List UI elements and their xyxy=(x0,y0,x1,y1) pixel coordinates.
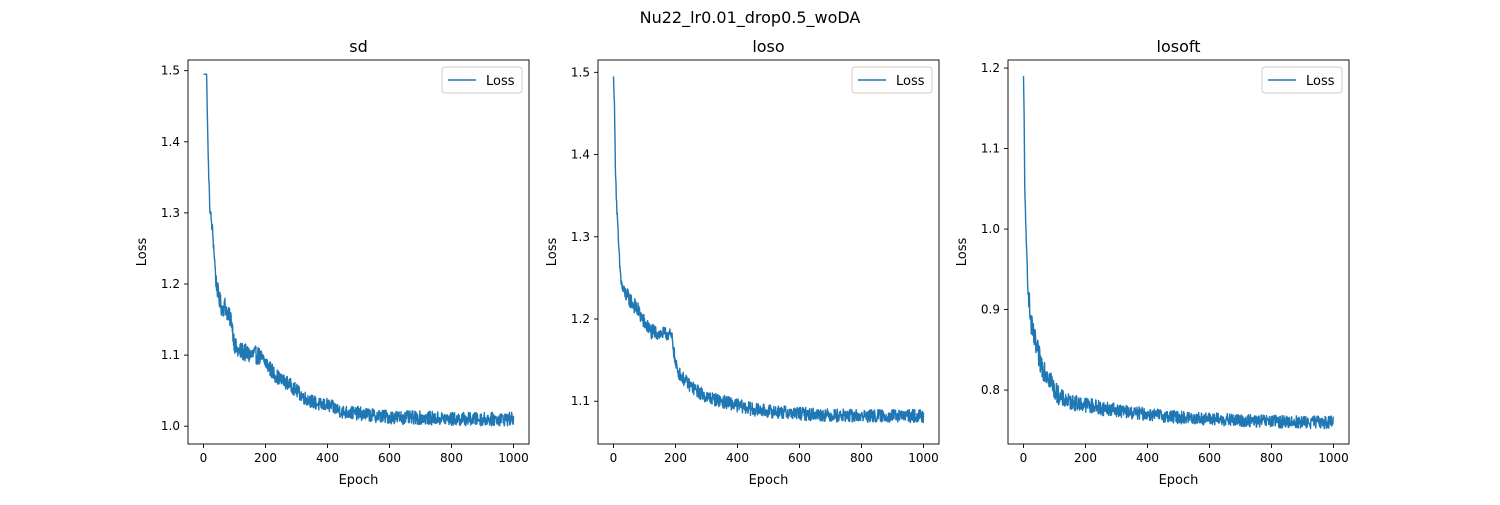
y-axis-label: Loss xyxy=(545,238,560,267)
x-tick-label: 200 xyxy=(1074,451,1097,465)
legend: Loss xyxy=(1261,66,1343,94)
legend-box xyxy=(851,66,933,94)
figure-suptitle: Nu22_lr0.01_drop0.5_woDA xyxy=(640,8,861,28)
x-tick-label: 800 xyxy=(850,451,873,465)
y-tick-label: 1.2 xyxy=(571,312,590,326)
axes-title: sd xyxy=(349,37,368,56)
y-tick-label: 1.2 xyxy=(981,61,1000,75)
y-tick-label: 1.5 xyxy=(161,64,180,78)
series-line-loss xyxy=(203,73,515,427)
x-axis-label: Epoch xyxy=(339,473,379,488)
axes-frame xyxy=(597,59,940,445)
y-tick-label: 1.5 xyxy=(571,65,590,79)
axes-3: losoft 0 200 400 600 800 1000 0.8 0.9 1.0 1.1 1.2 Ep… xyxy=(955,37,1350,488)
axes-frame xyxy=(1007,59,1350,445)
x-tick-label: 600 xyxy=(1198,451,1221,465)
x-tick-label: 400 xyxy=(1136,451,1159,465)
y-tick-label: 1.1 xyxy=(571,394,590,408)
x-axis-label: Epoch xyxy=(749,473,789,488)
x-tick-label: 0 xyxy=(200,451,208,465)
x-axis-label: Epoch xyxy=(1159,473,1199,488)
x-tick-label: 600 xyxy=(378,451,401,465)
y-tick-label: 1.1 xyxy=(981,142,1000,156)
y-tick-label: 1.0 xyxy=(981,222,1000,236)
x-tick-label: 400 xyxy=(316,451,339,465)
axes-title: loso xyxy=(752,37,784,56)
y-tick-label: 0.9 xyxy=(981,303,1000,317)
x-tick-label: 200 xyxy=(254,451,277,465)
x-tick-label: 200 xyxy=(664,451,687,465)
x-tick-label: 0 xyxy=(1020,451,1028,465)
x-tick-label: 800 xyxy=(1260,451,1283,465)
y-tick-label: 1.1 xyxy=(161,348,180,362)
x-tick-label: 1000 xyxy=(908,451,939,465)
y-tick-label: 1.4 xyxy=(161,135,180,149)
y-axis-label: Loss xyxy=(955,238,970,267)
x-tick-label: 800 xyxy=(440,451,463,465)
x-tick-label: 1000 xyxy=(1318,451,1349,465)
legend: Loss xyxy=(851,66,933,94)
legend-label: Loss xyxy=(896,74,925,89)
x-tick-label: 400 xyxy=(726,451,749,465)
axes-1: sd 0 200 400 600 800 1000 1.0 1.1 1.2 1.3 1.4 1.5 Epo… xyxy=(135,37,530,488)
series-line-loss xyxy=(1022,76,1335,430)
y-tick-label: 0.8 xyxy=(981,383,1000,397)
axes-2: loso 0 200 400 600 800 1000 1.1 1.2 1.3 1.4 1.5 Epoc… xyxy=(545,37,940,488)
axes-title: losoft xyxy=(1157,37,1201,56)
y-tick-label: 1.4 xyxy=(571,148,590,162)
x-tick-label: 600 xyxy=(788,451,811,465)
axes-frame xyxy=(187,59,530,445)
legend-label: Loss xyxy=(486,74,515,89)
legend-label: Loss xyxy=(1306,74,1335,89)
x-tick-label: 1000 xyxy=(498,451,529,465)
legend: Loss xyxy=(441,66,523,94)
y-tick-label: 1.3 xyxy=(161,206,180,220)
series-line-loss xyxy=(612,76,925,424)
x-tick-label: 0 xyxy=(610,451,618,465)
y-tick-label: 1.0 xyxy=(161,419,180,433)
legend-box xyxy=(441,66,523,94)
y-tick-label: 1.3 xyxy=(571,230,590,244)
y-axis-label: Loss xyxy=(135,238,150,267)
y-tick-label: 1.2 xyxy=(161,277,180,291)
axes-container: sd 0 200 400 600 800 1000 1.0 1.1 1.2 1.3 1.4 1.5 Epo… xyxy=(135,37,1350,488)
legend-box xyxy=(1261,66,1343,94)
